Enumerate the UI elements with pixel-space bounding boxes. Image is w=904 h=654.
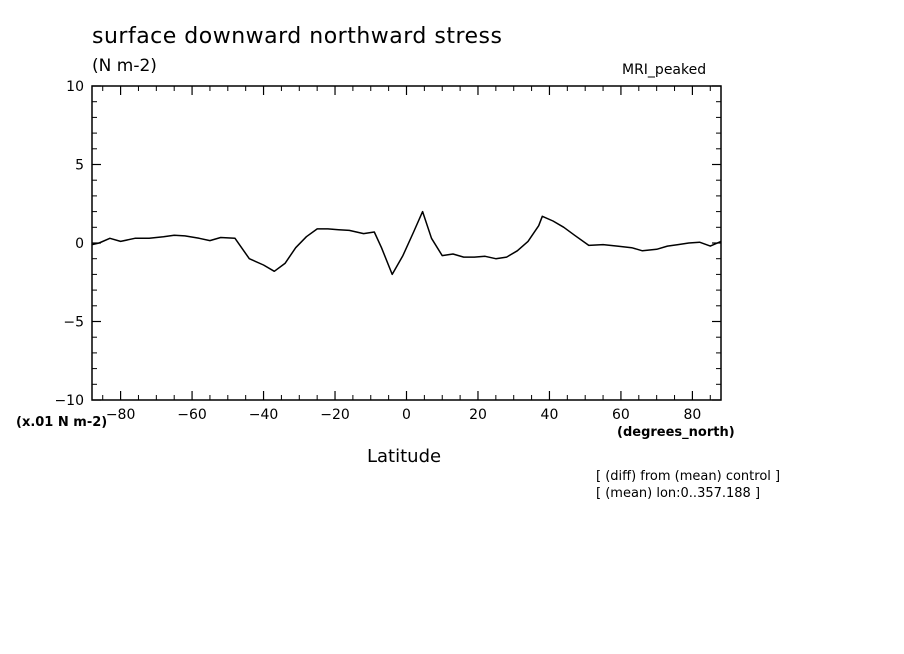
annotation-mean: [ (mean) lon:0..357.188 ] [596, 486, 761, 501]
x-tick-label: 60 [612, 407, 630, 423]
y-tick-label: 5 [75, 158, 84, 174]
x-tick-label: 0 [402, 407, 411, 423]
x-axis-units: (degrees_north) [617, 425, 735, 440]
plot-frame [91, 85, 722, 401]
x-tick-label: −60 [177, 407, 207, 423]
x-tick-label: −20 [320, 407, 350, 423]
scale-note: (x.01 N m-2) [16, 415, 108, 430]
chart-units: (N m-2) [92, 56, 157, 76]
y-tick-label: −10 [54, 393, 84, 409]
tick-marks [92, 85, 721, 401]
series-line [91, 210, 722, 276]
y-tick-label: 10 [66, 79, 84, 95]
x-axis-label: Latitude [367, 446, 442, 467]
model-label: MRI_peaked [622, 62, 707, 78]
x-tick-label: 20 [469, 407, 487, 423]
annotation-diff: [ (diff) from (mean) control ] [596, 469, 781, 484]
y-tick-label: −5 [63, 315, 84, 331]
x-tick-label: 80 [683, 407, 701, 423]
x-tick-label: −80 [106, 407, 136, 423]
chart-title: surface downward northward stress [92, 24, 503, 49]
x-tick-label: 40 [541, 407, 559, 423]
x-tick-label: −40 [249, 407, 279, 423]
y-tick-label: 0 [75, 236, 84, 252]
tick-labels: −80 −60 −40 −20 0 20 40 60 80 −10 −5 0 5 10 [54, 79, 701, 423]
